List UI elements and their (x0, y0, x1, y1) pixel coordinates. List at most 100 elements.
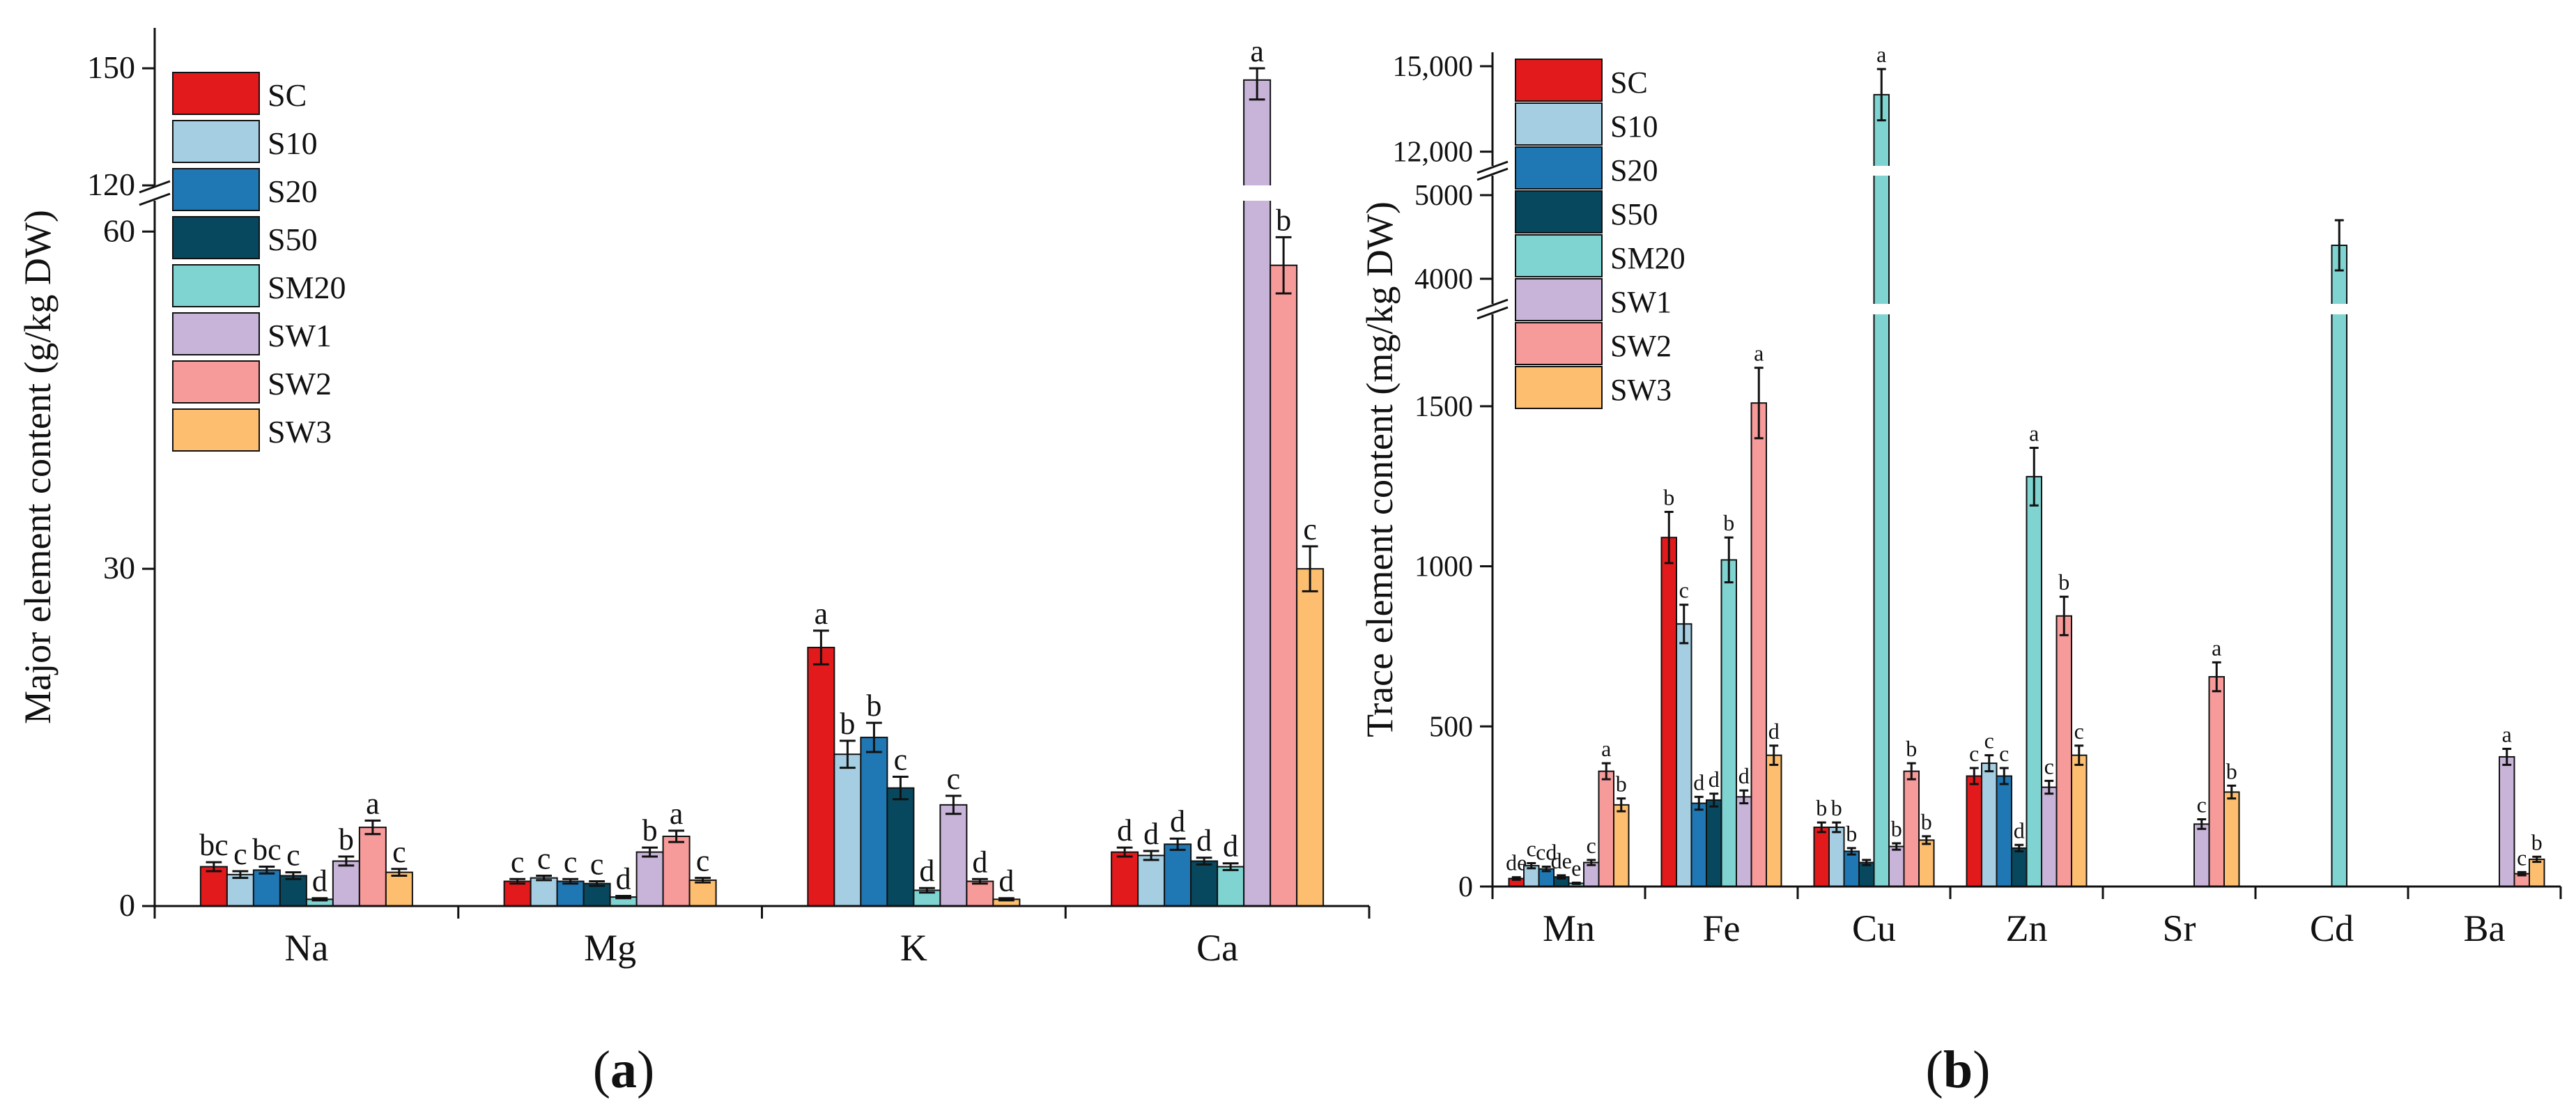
chart-a-legend-label-s10: S10 (268, 125, 318, 161)
chart-b-bar-fe-sc-letter: b (1663, 484, 1674, 509)
chart-b-bar-mn-sw3 (1613, 804, 1630, 888)
chart-a-bar-k-sw1-letter: c (947, 762, 961, 796)
panel-label-b: (b) (1926, 1041, 1991, 1099)
chart-b-legend-label-sc: SC (1610, 66, 1648, 100)
chart-b-bar-fe-sw3 (1766, 754, 1782, 888)
chart-a-bar-na-sw3 (385, 871, 413, 907)
chart-b-bar-mn-sw2-letter: a (1601, 736, 1611, 761)
chart-b-bar-cu-s20-letter: b (1846, 821, 1857, 846)
chart-b: debbcccbccddbcdeddebaacdbccaaabbacbdbcbb… (1359, 42, 2563, 949)
chart-b-bar-sr-sw1-letter: c (2197, 792, 2207, 818)
chart-b-legend-label-s50: S50 (1610, 197, 1658, 231)
chart-b-bar-zn-sw2 (2056, 615, 2072, 888)
chart-b-legend-label-sw2: SW2 (1610, 329, 1672, 363)
chart-b-bar-ba-sw2-letter: c (2517, 845, 2527, 870)
chart-a-bar-na-sw1-letter: b (339, 822, 354, 857)
chart-a-bar-ca-sc-letter: d (1117, 813, 1132, 847)
chart-b-legend-label-sw1: SW1 (1610, 285, 1672, 319)
chart-a-bar-na-sw3-letter: c (392, 835, 406, 869)
chart-a-bar-na-s20 (252, 869, 281, 907)
chart-b-bar-zn-sw2-letter: b (2058, 569, 2069, 594)
chart-b-legend-swatch-sw2 (1515, 322, 1603, 365)
chart-b-bar-cu-sw3 (1918, 839, 1935, 888)
chart-b-bar-zn-s50 (2011, 847, 2028, 888)
chart-b-legend-label-sw3: SW3 (1610, 373, 1672, 407)
chart-b-bar-fe-s10-letter: c (1679, 578, 1689, 603)
chart-b-bar-cu-sc-letter: b (1816, 795, 1827, 820)
chart-b-legend-swatch-s20 (1515, 146, 1603, 190)
chart-a-y-tick-label-0: 0 (119, 887, 135, 923)
chart-a-y-tick-label-120: 120 (87, 167, 135, 202)
chart-b-bar-cd-sm20 (2331, 245, 2347, 887)
chart-a-legend-swatch-s20 (172, 168, 260, 211)
chart-b-bar-fe-sw1 (1736, 796, 1752, 888)
chart-b-legend-label-sm20: SM20 (1610, 241, 1686, 275)
chart-a-axis-break-gap-0 (157, 185, 1371, 201)
chart-a-bar-mg-sw2 (662, 836, 691, 907)
chart-a-bar-ca-s50-letter: d (1196, 824, 1212, 858)
chart-a-legend-swatch-sw2 (172, 360, 260, 404)
chart-a-bar-mg-s20 (556, 880, 585, 907)
panel-label-a: (a) (593, 1041, 655, 1099)
chart-a-bar-k-sc (807, 647, 835, 907)
chart-b-break-mark-high-0 (1476, 298, 1509, 312)
chart-a-legend-label-sc: SC (268, 77, 307, 113)
chart-a-bar-ca-s10 (1137, 854, 1166, 907)
chart-b-bar-zn-sw3-letter: c (2074, 719, 2084, 744)
chart-a-bar-k-sw1 (939, 804, 968, 907)
chart-b-bar-fe-sw2 (1750, 402, 1767, 887)
chart-b-bar-mn-s10-letter: c (1527, 836, 1536, 861)
chart-a-y-axis-label: Major element content (g/kg DW) (17, 210, 59, 724)
chart-b-bar-zn-s10 (1981, 762, 1998, 887)
chart-b-y-tick-label-12-000: 12,000 (1393, 137, 1474, 169)
chart-a-bar-ca-sm20 (1217, 866, 1245, 907)
chart-a-bar-mg-s50-letter: c (590, 847, 604, 882)
chart-a-bar-ca-sw3 (1296, 568, 1325, 907)
chart-a-bar-mg-sw1-letter: b (642, 813, 658, 847)
chart-b-bar-cu-sw1 (1888, 845, 1905, 888)
chart-a-bar-na-s20-letter: bc (252, 833, 281, 867)
chart-b-bar-zn-s20 (1996, 775, 2012, 888)
chart-a-break-mark-high-0 (139, 180, 171, 194)
chart-b-bar-cu-sc (1813, 827, 1830, 888)
chart-b-bar-zn-s10-letter: c (1984, 728, 1994, 753)
chart-b-bar-fe-sm20 (1720, 559, 1737, 887)
chart-a-bar-k-sw3-letter: d (998, 864, 1014, 898)
chart-a-bar-ca-s50 (1190, 860, 1219, 907)
chart-a-legend-label-s20: S20 (268, 174, 318, 209)
chart-b-x-tick-label-sr: Sr (2162, 907, 2196, 949)
chart-a-y-tick-label-150: 150 (87, 49, 135, 85)
chart-a-bar-na-sw2-letter: a (366, 786, 380, 820)
chart-b-bar-zn-sc (1966, 775, 1982, 888)
chart-b-bar-fe-sw3-letter: d (1768, 719, 1780, 744)
chart-a-bar-k-sc-letter: a (815, 597, 828, 631)
chart-b-legend-swatch-s50 (1515, 190, 1603, 233)
chart-a-x-tick-label-ca: Ca (1196, 927, 1238, 969)
chart-a-bar-na-sw1 (332, 860, 360, 907)
chart-a-bar-mg-s20-letter: c (564, 845, 578, 879)
chart-b-bar-zn-sm20-letter: a (2029, 421, 2039, 446)
chart-a-bar-ca-sw2-letter: b (1276, 203, 1291, 237)
chart-a-bar-k-s50 (886, 787, 915, 907)
chart-a-bar-ca-s10-letter: d (1143, 817, 1159, 851)
chart-b-bar-cu-s10-letter: b (1831, 795, 1842, 820)
chart-b-bar-fe-sw2-letter: a (1754, 341, 1764, 366)
chart-a-legend-swatch-sw1 (172, 312, 260, 355)
chart-b-y-tick-label-15-000: 15,000 (1393, 51, 1474, 83)
chart-a-bar-ca-sc (1111, 851, 1139, 907)
chart-a-legend-swatch-s50 (172, 216, 260, 259)
chart-b-bar-sr-sw3 (2223, 791, 2240, 887)
chart-a-bar-mg-s10-letter: c (537, 841, 551, 875)
chart-a-bar-k-sw2-letter: d (972, 845, 987, 879)
chart-a-bar-k-s20 (860, 737, 888, 907)
chart-a-bar-na-sc-letter: bc (199, 828, 229, 862)
chart-b-x-tick-label-mn: Mn (1543, 907, 1595, 949)
chart-a-legend-swatch-sm20 (172, 264, 260, 307)
chart-a-bar-k-s50-letter: c (894, 743, 908, 777)
chart-a-legend-swatch-sw3 (172, 408, 260, 452)
chart-a-bar-ca-sm20-letter: d (1223, 829, 1238, 864)
chart-a-legend-label-sw2: SW2 (268, 366, 332, 401)
chart-a-legend-label-sw1: SW1 (268, 318, 332, 353)
chart-b-bar-fe-s20-letter: d (1693, 769, 1704, 795)
